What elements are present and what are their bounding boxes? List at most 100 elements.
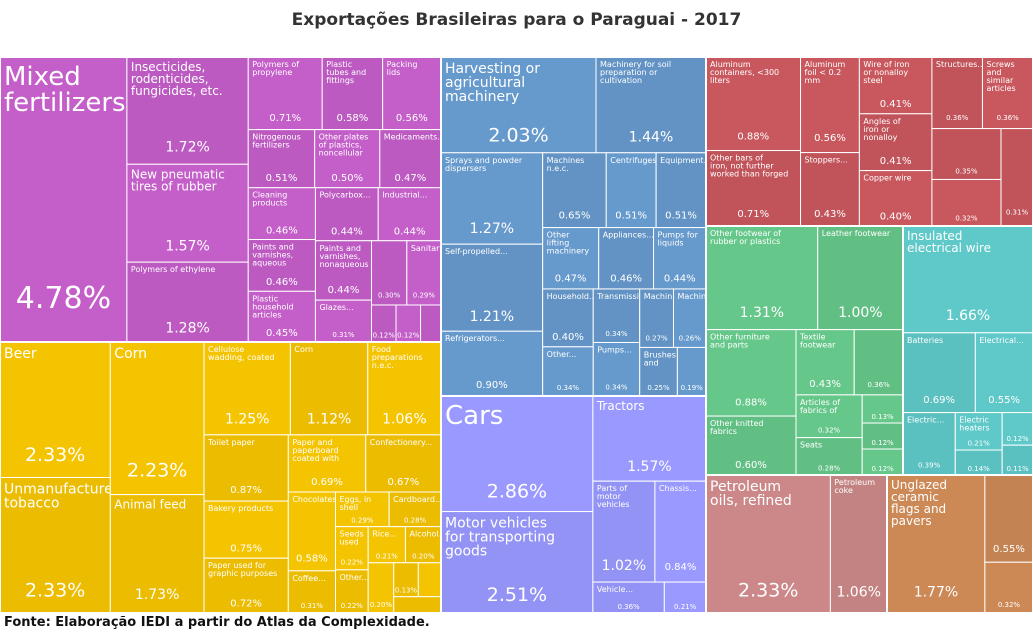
treemap-tile[interactable] bbox=[440, 511, 594, 613]
tile-name-label: Other plates of plastics, noncellular bbox=[319, 133, 369, 158]
treemap-tile[interactable] bbox=[247, 187, 316, 241]
treemap-tile[interactable] bbox=[705, 57, 802, 152]
treemap-tile[interactable] bbox=[382, 57, 442, 131]
treemap-tile[interactable] bbox=[0, 341, 111, 478]
treemap-tile[interactable] bbox=[377, 187, 442, 242]
treemap-tile[interactable] bbox=[817, 225, 904, 331]
tile-value-label: 0.20% bbox=[412, 552, 435, 560]
treemap-tile[interactable] bbox=[639, 288, 674, 348]
treemap-tile[interactable] bbox=[800, 152, 860, 227]
treemap-tile[interactable] bbox=[705, 415, 797, 476]
treemap-tile[interactable] bbox=[653, 227, 707, 290]
treemap-tile[interactable] bbox=[370, 240, 408, 306]
tile-value-label: 0.34% bbox=[605, 384, 628, 392]
treemap-tile[interactable] bbox=[440, 395, 594, 513]
treemap-tile[interactable] bbox=[334, 569, 369, 613]
treemap-tile[interactable] bbox=[247, 57, 323, 131]
treemap-tile[interactable] bbox=[795, 329, 855, 396]
tile-value-label: 0.30% bbox=[378, 291, 401, 299]
tile-value-label: 0.44% bbox=[331, 226, 363, 237]
treemap-tile[interactable] bbox=[858, 57, 933, 115]
treemap-tile[interactable] bbox=[314, 240, 372, 301]
treemap-tile[interactable] bbox=[654, 480, 707, 583]
treemap-tile[interactable] bbox=[902, 225, 1033, 334]
treemap-tile[interactable] bbox=[367, 562, 395, 613]
tile-value-label: 0.31% bbox=[1006, 208, 1029, 216]
treemap-tile[interactable] bbox=[126, 261, 249, 343]
treemap-tile[interactable] bbox=[379, 129, 442, 189]
tile-value-label: 0.12% bbox=[397, 332, 420, 340]
tile-name-label: Household... bbox=[547, 292, 597, 301]
chart-title: Exportações Brasileiras para o Paraguai … bbox=[291, 10, 742, 30]
treemap-tile[interactable] bbox=[203, 341, 291, 436]
treemap-tile[interactable] bbox=[314, 187, 379, 242]
treemap-tile[interactable] bbox=[247, 239, 316, 292]
treemap-tile[interactable] bbox=[0, 57, 128, 343]
treemap-tile[interactable] bbox=[393, 596, 442, 613]
treemap-tile[interactable] bbox=[981, 57, 1033, 130]
treemap-tile[interactable] bbox=[247, 129, 316, 189]
treemap-tile[interactable] bbox=[406, 240, 442, 306]
tile-name-label: Wire of iron or nonalloy steel bbox=[863, 60, 909, 85]
treemap-tile[interactable] bbox=[861, 448, 904, 476]
treemap-tile[interactable] bbox=[542, 152, 607, 229]
treemap-tile[interactable] bbox=[592, 480, 656, 583]
treemap-tile[interactable] bbox=[931, 178, 1002, 227]
tile-value-label: 0.84% bbox=[665, 562, 697, 573]
treemap-tile[interactable] bbox=[595, 57, 707, 154]
treemap-tile[interactable] bbox=[393, 562, 419, 598]
tile-name-label: Packing lids bbox=[387, 60, 418, 77]
treemap-tile[interactable] bbox=[417, 562, 442, 598]
treemap-tile[interactable] bbox=[705, 329, 797, 417]
treemap-group-minerals: Petroleum oils, refined 2.33% Petroleum coke… bbox=[705, 474, 888, 613]
tile-value-label: 0.72% bbox=[230, 598, 262, 609]
treemap-tile[interactable] bbox=[203, 434, 289, 502]
treemap-tile[interactable] bbox=[800, 57, 860, 154]
treemap-tile[interactable] bbox=[853, 329, 904, 396]
treemap-tile[interactable] bbox=[334, 491, 390, 528]
treemap-tile[interactable] bbox=[705, 474, 831, 613]
treemap-tile[interactable] bbox=[598, 227, 655, 290]
treemap-tile[interactable] bbox=[954, 412, 1003, 451]
treemap-tile[interactable] bbox=[605, 152, 657, 229]
treemap-tile[interactable] bbox=[592, 341, 641, 397]
treemap-tile[interactable] bbox=[931, 57, 983, 130]
treemap-tile[interactable] bbox=[367, 526, 406, 564]
treemap-tile[interactable] bbox=[247, 290, 316, 343]
treemap-tile[interactable] bbox=[861, 394, 904, 424]
treemap-tile[interactable] bbox=[672, 288, 707, 348]
tile-name-label: Leather footwear bbox=[822, 229, 891, 238]
treemap-tile[interactable] bbox=[203, 557, 289, 613]
tile-value-label: 0.21% bbox=[376, 552, 399, 560]
treemap-tile[interactable] bbox=[861, 422, 904, 450]
treemap-tile[interactable] bbox=[420, 304, 442, 343]
tile-value-label: 0.27% bbox=[645, 334, 668, 342]
treemap-tile[interactable] bbox=[795, 394, 863, 439]
tile-value-label: 0.67% bbox=[387, 477, 419, 488]
tile-name-label: Machinery for soil preparation or cultivat… bbox=[600, 60, 671, 85]
treemap-tile[interactable] bbox=[902, 332, 976, 414]
treemap-tile[interactable] bbox=[395, 304, 422, 343]
treemap-tile[interactable] bbox=[365, 434, 442, 493]
treemap-tile[interactable] bbox=[0, 477, 111, 614]
treemap-tile[interactable] bbox=[440, 243, 544, 332]
treemap-tile[interactable] bbox=[639, 346, 678, 397]
treemap-tile[interactable] bbox=[542, 346, 594, 397]
treemap-tile[interactable] bbox=[886, 474, 986, 613]
treemap-tile[interactable] bbox=[592, 395, 707, 482]
treemap-tile[interactable] bbox=[1001, 444, 1033, 476]
tile-value-label: 0.41% bbox=[880, 99, 912, 110]
tile-name-label: Eggs, in shell bbox=[339, 495, 371, 512]
treemap-tile[interactable] bbox=[592, 581, 665, 613]
treemap-tile[interactable] bbox=[542, 288, 594, 348]
treemap-tile[interactable] bbox=[109, 494, 205, 613]
treemap-tile[interactable] bbox=[705, 150, 802, 227]
treemap-tile[interactable] bbox=[931, 128, 1002, 180]
treemap-tile[interactable] bbox=[314, 299, 372, 343]
treemap-tile[interactable] bbox=[109, 341, 205, 496]
treemap-tile[interactable] bbox=[984, 561, 1033, 613]
treemap-tile[interactable] bbox=[705, 225, 819, 331]
tile-name-label: Chocolates bbox=[292, 495, 336, 504]
treemap-tile[interactable] bbox=[404, 526, 442, 564]
treemap-tile[interactable] bbox=[388, 491, 442, 528]
